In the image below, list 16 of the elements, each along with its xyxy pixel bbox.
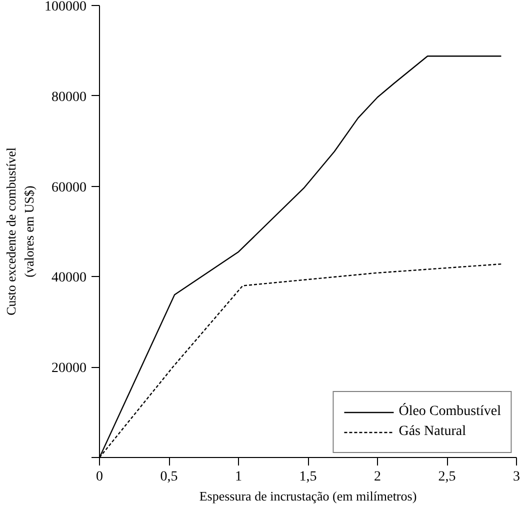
- y-axis-title: Custo excedente de combustível (valores em US$): [4, 147, 36, 316]
- x-tick-label: 3: [513, 470, 520, 484]
- x-tick-label: 0,5: [160, 470, 178, 484]
- x-tick-label: 0: [96, 470, 103, 484]
- y-tick-label: 100000: [44, 0, 86, 14]
- legend-label: Gás Natural: [398, 424, 466, 440]
- y-tick-label: 40000: [52, 270, 86, 286]
- x-tick-label: 1,5: [299, 470, 317, 484]
- x-tick-label: 2,5: [438, 470, 456, 484]
- y-tick-label: 60000: [52, 180, 86, 196]
- x-tick-label: 2: [374, 470, 381, 484]
- y-tick-label: 80000: [52, 90, 86, 105]
- legend-label: Óleo Combustível: [398, 404, 501, 420]
- x-axis-title: Espessura de incrustação (em milímetros): [199, 488, 417, 504]
- y-tick-label: 20000: [52, 361, 86, 376]
- x-tick-label: 1: [235, 470, 242, 484]
